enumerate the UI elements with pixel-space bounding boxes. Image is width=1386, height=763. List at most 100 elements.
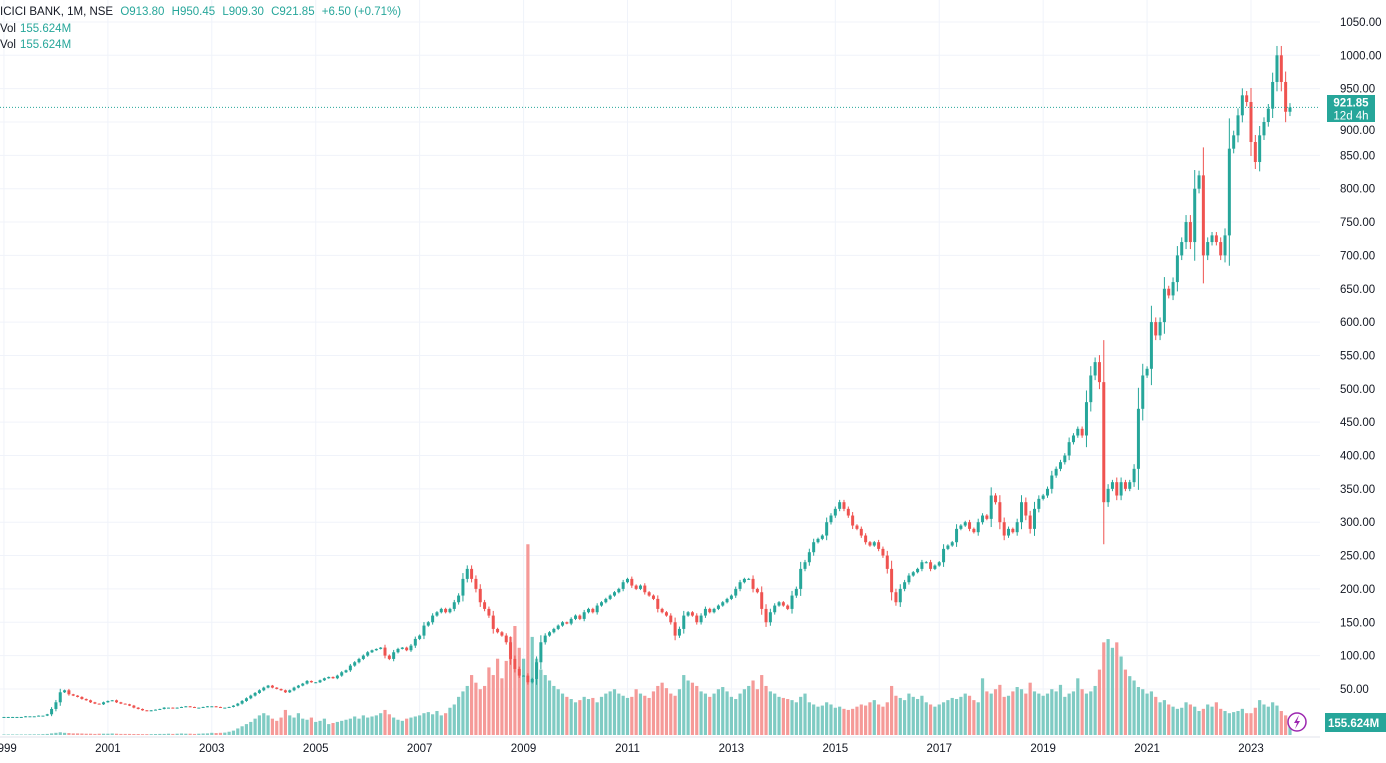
volume-bar	[448, 707, 452, 735]
volume-bar	[353, 716, 357, 735]
volume-bar	[729, 696, 733, 735]
candle-body	[517, 668, 521, 676]
candle-body	[600, 602, 603, 606]
volume-bar	[578, 700, 582, 735]
candle-body	[392, 652, 396, 659]
candle-body	[1240, 95, 1244, 116]
volume-bar	[721, 687, 725, 735]
volume-bar	[253, 718, 257, 735]
volume-bar	[435, 711, 439, 735]
volume-bar	[1050, 689, 1054, 735]
candle-body	[526, 675, 530, 683]
volume-bar	[58, 732, 62, 735]
candle-body	[288, 690, 292, 693]
volume-bar	[201, 733, 205, 735]
candle-body	[638, 585, 642, 589]
volume-bar	[318, 720, 322, 735]
volume-bar	[171, 733, 175, 735]
candle-body	[84, 698, 88, 701]
candle-body	[179, 706, 183, 708]
candle-body	[1188, 222, 1192, 243]
candle-body	[283, 690, 287, 693]
volume-bar	[777, 696, 781, 735]
volume-bar	[734, 699, 738, 735]
volume-bar	[569, 699, 573, 735]
volume-bar	[474, 682, 478, 735]
volume-bar	[1206, 704, 1210, 735]
candle-body	[357, 658, 361, 663]
volume-bar	[482, 685, 487, 735]
candle-body	[842, 502, 846, 509]
candle-body	[773, 605, 777, 613]
volume-bar	[534, 658, 539, 735]
volume-bar	[132, 734, 136, 735]
volume-bar	[301, 718, 305, 735]
volume-bar	[379, 713, 383, 735]
time-tick-label: 2019	[1030, 743, 1056, 755]
candle-body	[1020, 502, 1024, 523]
volume-bar	[1232, 712, 1236, 735]
price-tick-label: 700.00	[1340, 250, 1375, 262]
volume-bar	[1019, 689, 1024, 735]
volume-bar	[954, 699, 959, 735]
candle-body	[872, 542, 876, 546]
candle-body	[1210, 235, 1214, 243]
volume-bar	[162, 733, 166, 735]
candle-body	[123, 703, 127, 705]
volume-bar	[370, 716, 374, 735]
candle-body	[561, 622, 565, 626]
volume-bar	[868, 702, 872, 735]
volume-bar	[1084, 693, 1089, 735]
volume-bar	[1097, 669, 1102, 735]
volume-bar	[41, 734, 45, 735]
volume-bar	[582, 696, 586, 735]
candle-body	[504, 635, 508, 643]
candle-body	[361, 655, 365, 659]
volume-bar	[695, 685, 699, 735]
price-tick-label: 500.00	[1340, 384, 1375, 396]
candle-body	[197, 707, 201, 709]
candle-body	[2, 716, 6, 718]
volume-bar	[521, 658, 526, 735]
candle-body	[677, 628, 681, 636]
price-tick-label: 200.00	[1340, 584, 1375, 596]
volume-bar	[67, 733, 71, 735]
volume-bar	[32, 734, 36, 735]
volume-bar	[1006, 695, 1011, 735]
volume-label-2[interactable]: Vol	[0, 39, 16, 51]
candle-body	[67, 690, 71, 695]
volume-bar	[249, 721, 253, 735]
candle-body	[396, 648, 400, 653]
candle-body	[1045, 488, 1049, 496]
candle-body	[574, 615, 578, 619]
volume-bar	[106, 733, 110, 735]
volume-bar	[677, 689, 682, 735]
volume-bar	[941, 702, 946, 735]
volume-bar	[1067, 693, 1071, 735]
volume-bar	[725, 691, 729, 735]
volume-bar	[101, 733, 106, 735]
volume-bar	[755, 689, 759, 735]
candle-body	[1028, 515, 1032, 529]
time-tick-label: 2003	[199, 743, 225, 755]
lightning-icon[interactable]	[1287, 712, 1307, 732]
time-axis[interactable]: 1999 2001 2003 2005 2007 2009 2011 2013 2015 2017…	[0, 743, 1264, 755]
symbol-title[interactable]: ICICI BANK, 1M, NSE	[0, 6, 114, 18]
price-axis[interactable]: 1050.00 1000.00 950.00 900.00 850.00 800.00 75…	[1340, 17, 1382, 696]
volume-bar	[1093, 685, 1097, 735]
volume-bar	[621, 695, 625, 735]
volume-bar	[747, 685, 751, 735]
volume-label[interactable]: Vol	[0, 22, 16, 35]
candle-body	[348, 665, 352, 671]
candle-body	[903, 582, 907, 589]
candle-body	[734, 588, 738, 596]
candle-body	[981, 515, 985, 523]
candle-body	[1223, 235, 1227, 256]
volume-bar	[1119, 656, 1123, 735]
volume-bar	[1102, 642, 1106, 735]
volume-bar	[275, 720, 279, 735]
candle-body	[71, 694, 75, 696]
candle-body	[136, 707, 140, 709]
volume-bar	[712, 693, 716, 735]
